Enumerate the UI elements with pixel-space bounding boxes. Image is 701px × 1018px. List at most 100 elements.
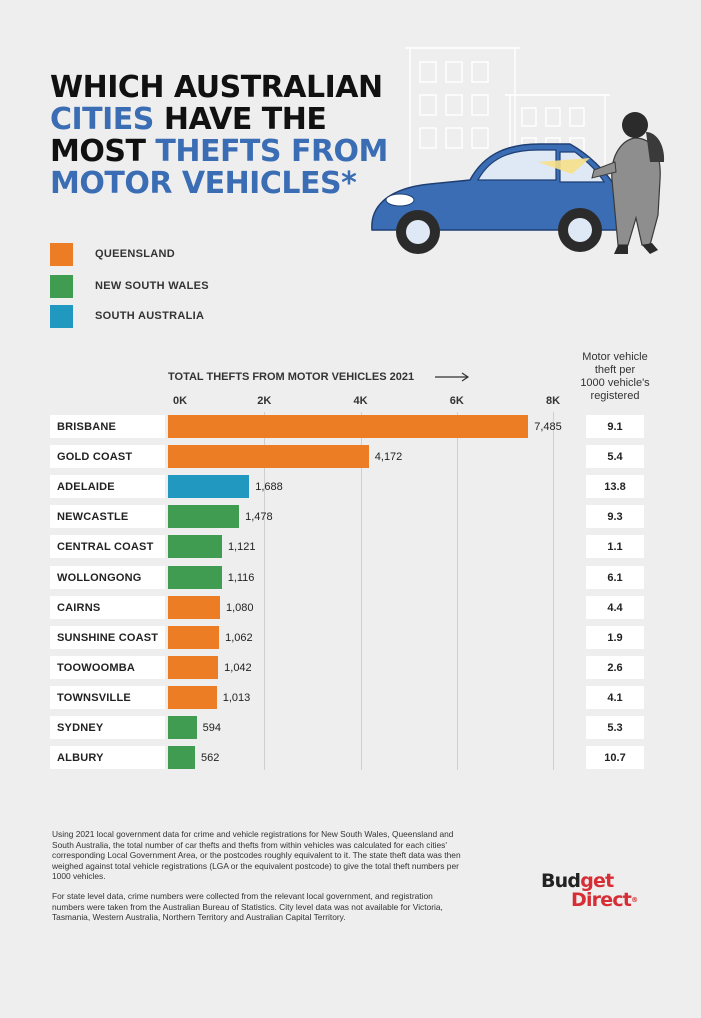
bar-sunshine-coast [168, 625, 220, 649]
bar-value-sydney: 594 [202, 722, 221, 734]
thief-icon [591, 112, 665, 254]
chart-row-adelaide: ADELAIDE 1,688 13.8 [0, 475, 701, 499]
logo-line-1: Budget [541, 872, 637, 891]
logo-word-direct: Direct [571, 889, 632, 911]
city-label-albury: ALBURY [57, 752, 104, 765]
bar-value-adelaide: 1,688 [255, 481, 283, 494]
chart-row-newcastle: NEWCASTLE 1,478 9.3 [0, 505, 701, 529]
gridline-2k [264, 412, 266, 770]
page-title: WHICH AUSTRALIAN CITIES HAVE THE MOST TH… [50, 72, 390, 200]
chart-row-central-coast: CENTRAL COAST 1,121 1.1 [0, 535, 701, 559]
rate-box-central-coast: 1.1 [586, 535, 644, 559]
city-label-box: ADELAIDE [50, 475, 165, 499]
footnote: Using 2021 local government data for cri… [52, 829, 467, 932]
city-label-wollongong: WOLLONGONG [57, 571, 142, 584]
city-label-adelaide: ADELAIDE [57, 481, 115, 494]
chart-row-albury: ALBURY 562 10.7 [0, 746, 701, 770]
tick-label-4k: 4K [353, 395, 368, 407]
bar-cairns [168, 595, 220, 619]
rate-header-line-1: Motor vehicle [582, 351, 648, 363]
bar-toowoomba [168, 655, 219, 679]
tick-label-6k: 6K [449, 395, 464, 407]
rate-box-newcastle: 9.3 [586, 505, 644, 529]
rate-header-line-2: theft per [594, 364, 636, 376]
tick-label-2k: 2K [257, 395, 272, 407]
city-label-box: TOWNSVILLE [50, 685, 165, 709]
city-label-box: GOLD COAST [50, 445, 165, 469]
rate-value-sydney: 5.3 [607, 722, 623, 734]
rate-box-cairns: 4.4 [586, 595, 644, 619]
rate-header-line-4: registered [590, 390, 640, 402]
rate-box-sunshine-coast: 1.9 [586, 625, 644, 649]
rate-value-brisbane: 9.1 [607, 421, 623, 433]
title-highlight-cities: CITIES [50, 102, 154, 137]
rate-column-header: Motor vehicle theft per 1000 vehicle's r… [572, 351, 658, 403]
rate-box-brisbane: 9.1 [586, 415, 644, 438]
car-icon [371, 143, 623, 254]
city-label-box: CAIRNS [50, 595, 165, 619]
city-label-box: CENTRAL COAST [50, 535, 165, 559]
rate-box-sydney: 5.3 [586, 716, 644, 739]
legend-label-south-australia: SOUTH AUSTRALIA [95, 310, 205, 322]
logo-line-2: Direct® [571, 889, 638, 911]
city-label-box: BRISBANE [50, 415, 165, 438]
title-line-3: MOST THEFTS FROM [50, 136, 390, 168]
rate-value-gold-coast: 5.4 [607, 451, 623, 464]
rate-value-cairns: 4.4 [607, 601, 623, 614]
bar-value-gold-coast: 4,172 [374, 451, 403, 464]
title-line-2: CITIES HAVE THE [50, 104, 390, 136]
title-line-3-dark: MOST [50, 134, 156, 169]
chart-row-cairns: CAIRNS 1,080 4.4 [0, 595, 701, 620]
title-line-4: MOTOR VEHICLES* [50, 166, 357, 201]
chart-row-toowoomba: TOOWOOMBA 1,042 2.6 [0, 655, 701, 680]
bar-central-coast [168, 535, 222, 559]
chart-row-sunshine-coast: SUNSHINE COAST 1,062 1.9 [0, 625, 701, 650]
chart-row-brisbane: BRISBANE 7,485 9.1 [0, 415, 701, 439]
rate-box-toowoomba: 2.6 [586, 655, 644, 679]
city-label-cairns: CAIRNS [57, 601, 101, 614]
rate-box-gold-coast: 5.4 [586, 445, 644, 469]
footnote-paragraph-1: Using 2021 local government data for cri… [52, 829, 461, 882]
logo-word-budget-b: get [580, 870, 614, 892]
logo-registered-mark: ® [631, 896, 638, 904]
city-label-central-coast: CENTRAL COAST [57, 541, 154, 554]
title-line-2-rest: HAVE THE [153, 102, 327, 137]
bar-value-townsville: 1,013 [222, 691, 251, 704]
logo-word-budget-a: Bud [541, 870, 581, 892]
bar-newcastle [168, 505, 240, 529]
city-label-box: WOLLONGONG [50, 565, 165, 589]
rate-value-adelaide: 13.8 [604, 481, 626, 494]
footnote-paragraph-2: For state level data, crime numbers were… [52, 890, 443, 923]
city-label-box: SYDNEY [50, 716, 165, 739]
city-label-sunshine-coast: SUNSHINE COAST [57, 631, 159, 644]
rate-value-sunshine-coast: 1.9 [607, 631, 623, 644]
chart-row-gold-coast: GOLD COAST 4,172 5.4 [0, 445, 701, 469]
city-label-newcastle: NEWCASTLE [57, 511, 129, 524]
city-label-sydney: SYDNEY [57, 722, 104, 734]
city-label-box: ALBURY [50, 746, 165, 770]
gridline-4k [360, 412, 362, 770]
rate-value-townsville: 4.1 [607, 691, 623, 704]
title-line-1: WHICH AUSTRALIAN [50, 70, 383, 105]
city-label-gold-coast: GOLD COAST [57, 451, 133, 464]
rate-value-toowoomba: 2.6 [607, 661, 623, 674]
chart-row-townsville: TOWNSVILLE 1,013 4.1 [0, 685, 701, 710]
legend-swatch-queensland [50, 243, 73, 266]
city-label-townsville: TOWNSVILLE [57, 691, 131, 704]
legend-swatch-new-south-wales [50, 275, 73, 298]
rate-box-townsville: 4.1 [586, 685, 644, 709]
arrow-right-icon [435, 372, 470, 382]
rate-value-newcastle: 9.3 [607, 511, 623, 524]
bar-sydney [168, 716, 197, 739]
bar-value-toowoomba: 1,042 [224, 661, 252, 674]
title-highlight-thefts: THEFTS FROM [155, 134, 388, 169]
gridline-8k [553, 412, 554, 770]
tick-label-0k: 0K [172, 395, 188, 407]
bar-value-central-coast: 1,121 [227, 541, 256, 554]
legend-label-queensland: QUEENSLAND [95, 248, 176, 260]
rate-value-albury: 10.7 [604, 752, 626, 765]
rate-value-central-coast: 1.1 [607, 541, 623, 554]
city-label-toowoomba: TOOWOOMBA [57, 661, 135, 674]
bar-value-albury: 562 [201, 752, 220, 765]
bar-gold-coast [168, 445, 369, 469]
